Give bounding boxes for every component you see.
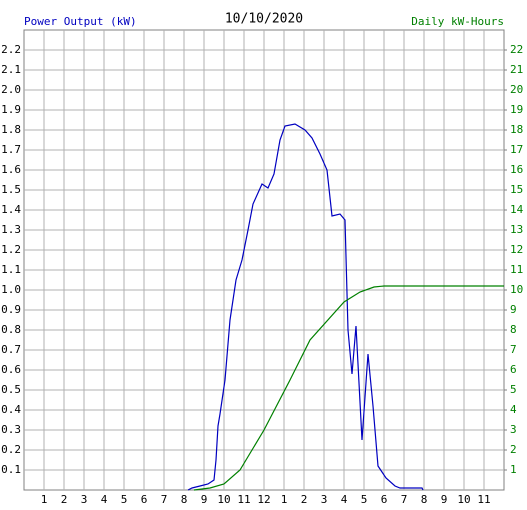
y-tick-label: 0.9 bbox=[1, 303, 21, 316]
x-tick-label: 11 bbox=[477, 493, 490, 506]
x-tick-label: 9 bbox=[441, 493, 448, 506]
y-tick-label: 1.0 bbox=[1, 283, 21, 296]
x-tick-label: 6 bbox=[381, 493, 388, 506]
y2-tick-label: 14 bbox=[510, 203, 524, 216]
x-tick-label: 1 bbox=[281, 493, 288, 506]
y2-tick-label: 12 bbox=[510, 243, 523, 256]
x-tick-label: 7 bbox=[401, 493, 408, 506]
y2-tick-label: 21 bbox=[510, 63, 523, 76]
y-tick-label: 1.9 bbox=[1, 103, 21, 116]
x-tick-label: 8 bbox=[181, 493, 188, 506]
y-tick-label: 0.3 bbox=[1, 423, 21, 436]
y2-tick-label: 22 bbox=[510, 43, 523, 56]
y2-tick-label: 20 bbox=[510, 83, 523, 96]
y2-tick-label: 17 bbox=[510, 143, 523, 156]
y2-tick-label: 13 bbox=[510, 223, 523, 236]
y-tick-label: 2.1 bbox=[1, 63, 21, 76]
y-tick-label: 2.0 bbox=[1, 83, 21, 96]
y-tick-label: 1.2 bbox=[1, 243, 21, 256]
y2-tick-label: 8 bbox=[510, 323, 517, 336]
y-tick-label: 0.4 bbox=[1, 403, 21, 416]
y-tick-label: 1.5 bbox=[1, 183, 21, 196]
y2-tick-label: 19 bbox=[510, 103, 523, 116]
x-tick-label: 10 bbox=[217, 493, 230, 506]
x-tick-label: 5 bbox=[361, 493, 368, 506]
x-tick-label: 1 bbox=[41, 493, 48, 506]
y-tick-label: 0.6 bbox=[1, 363, 21, 376]
data-line bbox=[187, 123, 424, 491]
y2-tick-label: 18 bbox=[510, 123, 523, 136]
y-tick-label: 1.6 bbox=[1, 163, 21, 176]
y2-tick-label: 16 bbox=[510, 163, 523, 176]
x-tick-label: 3 bbox=[81, 493, 88, 506]
chart-title: 10/10/2020 bbox=[225, 12, 303, 27]
y2-tick-label: 9 bbox=[510, 303, 517, 316]
y2-tick-label: 7 bbox=[510, 343, 517, 356]
x-tick-label: 2 bbox=[301, 493, 308, 506]
y-tick-label: 1.4 bbox=[1, 203, 21, 216]
y2-tick-label: 10 bbox=[510, 283, 523, 296]
y-tick-label: 1.1 bbox=[1, 263, 21, 276]
x-tick-label: 9 bbox=[201, 493, 208, 506]
y-tick-label: 0.8 bbox=[1, 323, 21, 336]
x-tick-label: 8 bbox=[421, 493, 428, 506]
y-tick-label: 0.5 bbox=[1, 383, 21, 396]
y2-tick-label: 3 bbox=[510, 423, 517, 436]
y-tick-label: 0.2 bbox=[1, 443, 21, 456]
x-tick-label: 7 bbox=[161, 493, 168, 506]
y-tick-label: 1.3 bbox=[1, 223, 21, 236]
y2-tick-label: 11 bbox=[510, 263, 523, 276]
y2-axis-label: Daily kW-Hours bbox=[411, 15, 504, 28]
y-axis-label: Power Output (kW) bbox=[24, 15, 137, 28]
y-tick-label: 1.7 bbox=[1, 143, 21, 156]
y-tick-label: 0.7 bbox=[1, 343, 21, 356]
x-tick-label: 5 bbox=[121, 493, 128, 506]
data-line bbox=[193, 285, 504, 491]
x-tick-label: 4 bbox=[101, 493, 108, 506]
x-tick-label: 10 bbox=[457, 493, 470, 506]
y-tick-label: 2.2 bbox=[1, 43, 21, 56]
y-tick-label: 0.1 bbox=[1, 463, 21, 476]
y2-tick-label: 15 bbox=[510, 183, 523, 196]
y2-tick-label: 4 bbox=[510, 403, 517, 416]
y2-tick-label: 5 bbox=[510, 383, 517, 396]
x-tick-label: 4 bbox=[341, 493, 348, 506]
y2-tick-label: 1 bbox=[510, 463, 517, 476]
x-tick-label: 6 bbox=[141, 493, 148, 506]
y2-tick-label: 2 bbox=[510, 443, 517, 456]
x-tick-label: 2 bbox=[61, 493, 68, 506]
x-tick-label: 12 bbox=[257, 493, 270, 506]
y2-tick-label: 6 bbox=[510, 363, 517, 376]
y-tick-label: 1.8 bbox=[1, 123, 21, 136]
x-tick-label: 11 bbox=[237, 493, 250, 506]
x-tick-label: 3 bbox=[321, 493, 328, 506]
